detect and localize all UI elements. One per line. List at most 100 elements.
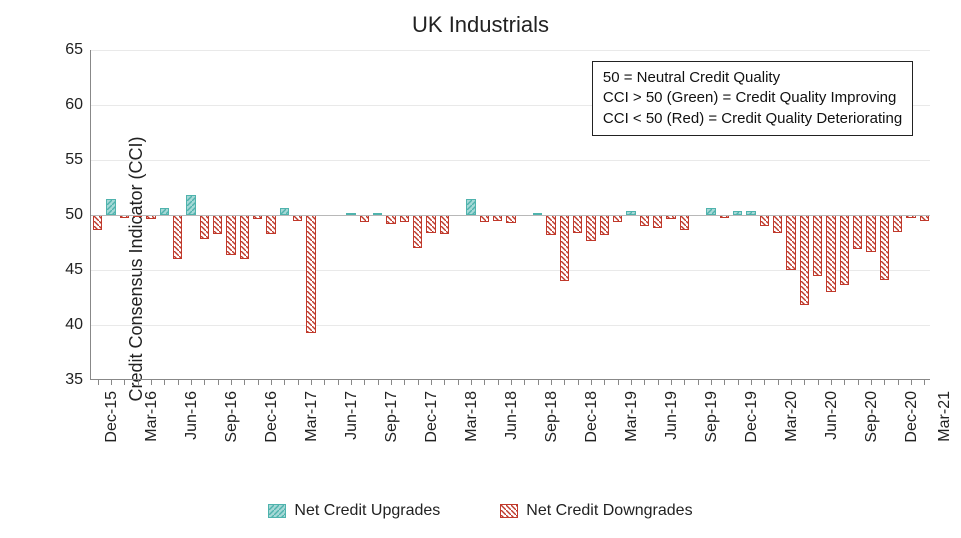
bar-downgrade	[773, 215, 782, 233]
x-tick	[791, 379, 792, 385]
bar-downgrade	[826, 215, 835, 292]
x-tick-label: Mar-21	[936, 391, 954, 442]
legend-swatch	[268, 504, 286, 518]
x-tick	[524, 379, 525, 385]
y-tick-label: 40	[65, 316, 91, 334]
bar-upgrade	[186, 195, 195, 215]
x-tick-label: Dec-18	[583, 391, 601, 443]
x-tick	[724, 379, 725, 385]
x-tick	[338, 379, 339, 385]
x-tick-label: Sep-19	[703, 391, 721, 443]
bar-upgrade	[706, 208, 715, 215]
bar-downgrade	[213, 215, 222, 234]
bar-downgrade	[800, 215, 809, 305]
x-tick	[498, 379, 499, 385]
annotation-line: CCI < 50 (Red) = Credit Quality Deterior…	[603, 109, 902, 129]
x-tick	[644, 379, 645, 385]
x-tick-label: Mar-20	[783, 391, 801, 442]
x-tick	[898, 379, 899, 385]
bar-downgrade	[586, 215, 595, 241]
x-tick	[631, 379, 632, 385]
x-tick-label: Sep-17	[383, 391, 401, 443]
annotation-line: CCI > 50 (Green) = Credit Quality Improv…	[603, 88, 902, 108]
x-tick	[871, 379, 872, 385]
bar-downgrade	[880, 215, 889, 280]
x-tick	[324, 379, 325, 385]
y-tick-label: 60	[65, 96, 91, 114]
legend-label: Net Credit Downgrades	[526, 502, 692, 520]
x-tick	[764, 379, 765, 385]
bar-downgrade	[266, 215, 275, 234]
annotation-box: 50 = Neutral Credit QualityCCI > 50 (Gre…	[592, 61, 913, 136]
x-tick	[378, 379, 379, 385]
x-tick	[364, 379, 365, 385]
bar-downgrade	[200, 215, 209, 239]
chart-title: UK Industrials	[0, 12, 961, 38]
x-tick	[551, 379, 552, 385]
bar-upgrade	[280, 208, 289, 215]
bar-downgrade	[866, 215, 875, 252]
gridline	[91, 50, 930, 51]
chart-container: UK Industrials Credit Consensus Indicato…	[0, 0, 961, 538]
x-tick-label: Mar-16	[143, 391, 161, 442]
x-tick-label: Jun-20	[823, 391, 841, 440]
x-tick	[298, 379, 299, 385]
bar-downgrade	[240, 215, 249, 259]
x-tick	[311, 379, 312, 385]
x-tick-label: Mar-19	[623, 391, 641, 442]
x-tick	[738, 379, 739, 385]
x-tick	[751, 379, 752, 385]
x-tick	[98, 379, 99, 385]
bar-downgrade	[93, 215, 102, 230]
x-tick	[671, 379, 672, 385]
x-tick	[204, 379, 205, 385]
x-tick	[418, 379, 419, 385]
legend-item: Net Credit Downgrades	[500, 502, 692, 520]
x-tick-label: Jun-18	[503, 391, 521, 440]
x-tick	[138, 379, 139, 385]
x-tick-label: Dec-20	[903, 391, 921, 443]
x-tick-label: Mar-18	[463, 391, 481, 442]
x-tick	[804, 379, 805, 385]
x-tick	[458, 379, 459, 385]
x-tick	[604, 379, 605, 385]
x-tick-label: Sep-16	[223, 391, 241, 443]
x-tick-label: Sep-20	[863, 391, 881, 443]
x-tick	[431, 379, 432, 385]
bar-downgrade	[173, 215, 182, 259]
x-tick-label: Mar-17	[303, 391, 321, 442]
x-tick-label: Dec-16	[263, 391, 281, 443]
x-tick	[778, 379, 779, 385]
x-tick	[191, 379, 192, 385]
x-tick	[471, 379, 472, 385]
x-tick	[111, 379, 112, 385]
bar-downgrade	[813, 215, 822, 276]
x-tick	[711, 379, 712, 385]
x-tick	[831, 379, 832, 385]
y-tick-label: 50	[65, 206, 91, 224]
x-tick	[684, 379, 685, 385]
bar-downgrade	[640, 215, 649, 226]
bar-downgrade	[653, 215, 662, 228]
legend-swatch	[500, 504, 518, 518]
bar-downgrade	[546, 215, 555, 235]
bar-downgrade	[840, 215, 849, 285]
x-tick	[911, 379, 912, 385]
x-tick	[844, 379, 845, 385]
bar-upgrade	[160, 208, 169, 215]
x-tick	[151, 379, 152, 385]
x-tick	[818, 379, 819, 385]
x-tick-label: Jun-19	[663, 391, 681, 440]
x-tick	[698, 379, 699, 385]
x-tick	[271, 379, 272, 385]
bar-downgrade	[760, 215, 769, 226]
x-tick	[578, 379, 579, 385]
x-tick-label: Dec-15	[103, 391, 121, 443]
bar-downgrade	[386, 215, 395, 224]
x-tick	[258, 379, 259, 385]
x-tick	[218, 379, 219, 385]
y-tick-label: 65	[65, 41, 91, 59]
bar-downgrade	[573, 215, 582, 233]
bar-downgrade	[680, 215, 689, 230]
x-tick	[564, 379, 565, 385]
